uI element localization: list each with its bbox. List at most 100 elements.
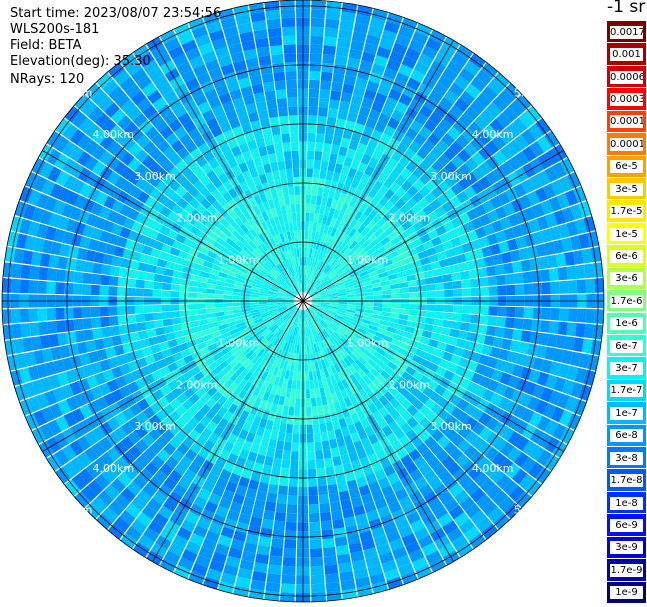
gate-sector	[363, 312, 373, 318]
gate-sector	[207, 343, 218, 352]
gate-sector	[317, 232, 323, 242]
gate-sector	[373, 258, 383, 267]
gate-sector	[290, 132, 299, 143]
gate-sector	[276, 98, 288, 108]
gate-sector	[176, 442, 190, 456]
gate-sector	[362, 281, 372, 287]
gate-sector	[233, 5, 250, 17]
range-ring-label: 5.00km	[51, 86, 93, 99]
gate-sector	[435, 225, 447, 236]
gate-sector	[65, 218, 78, 233]
gate-sector	[92, 328, 103, 340]
gate-sector	[266, 573, 281, 584]
gate-sector	[196, 72, 212, 85]
gate-sector	[448, 104, 464, 119]
gate-sector	[270, 257, 278, 266]
gate-sector	[320, 160, 329, 171]
gate-sector	[105, 243, 117, 256]
gate-sector	[266, 99, 278, 110]
gate-sector	[293, 266, 297, 276]
gate-sector	[219, 327, 230, 335]
gate-sector	[235, 484, 248, 497]
gate-sector	[363, 243, 374, 253]
gate-sector	[168, 542, 185, 557]
gate-sector	[31, 207, 45, 223]
gate-sector	[100, 274, 110, 286]
gate-sector	[291, 307, 298, 315]
gate-sector	[578, 233, 591, 249]
gate-sector	[138, 119, 154, 134]
gate-sector	[273, 316, 282, 323]
gate-sector	[129, 186, 143, 199]
gate-sector	[320, 395, 328, 406]
gate-sector	[493, 421, 507, 436]
gate-sector	[353, 316, 363, 322]
gate-sector	[323, 317, 331, 324]
gate-sector	[333, 190, 342, 201]
gate-sector	[279, 422, 287, 433]
gate-sector	[377, 172, 388, 185]
gate-sector	[295, 203, 301, 213]
gate-sector	[289, 306, 297, 314]
gate-sector	[120, 421, 135, 436]
gate-sector	[179, 291, 189, 298]
gate-sector	[592, 262, 603, 278]
gate-sector	[331, 321, 340, 328]
gate-sector	[180, 278, 190, 286]
gate-sector	[264, 401, 273, 412]
gate-sector	[269, 237, 277, 247]
gate-sector	[268, 153, 277, 164]
gate-sector	[286, 294, 295, 298]
gate-sector	[280, 286, 289, 292]
gate-sector	[217, 195, 228, 207]
azimuth-spoke	[302, 300, 564, 452]
gate-sector	[251, 237, 260, 247]
gate-sector	[188, 393, 200, 405]
gate-sector	[445, 248, 456, 258]
gate-sector	[566, 322, 577, 337]
gate-sector	[327, 311, 336, 317]
gate-sector	[84, 156, 99, 171]
gate-sector	[334, 127, 344, 138]
gate-sector	[258, 445, 268, 456]
gate-sector	[196, 341, 207, 351]
gate-sector	[272, 62, 285, 73]
gate-sector	[365, 117, 378, 130]
gate-sector	[211, 485, 225, 498]
gate-sector	[136, 453, 151, 468]
gate-sector	[356, 585, 373, 597]
gate-sector	[177, 31, 194, 45]
gate-sector	[408, 215, 420, 226]
gate-sector	[284, 333, 290, 342]
gate-sector	[338, 242, 346, 252]
gate-sector	[272, 281, 282, 288]
gate-sector	[163, 476, 178, 491]
gate-sector	[323, 329, 330, 338]
gate-sector	[144, 280, 154, 289]
gate-sector	[268, 248, 276, 258]
gate-sector	[492, 253, 504, 266]
gate-sector	[515, 353, 527, 366]
gate-sector	[188, 286, 198, 293]
gate-sector	[292, 335, 297, 345]
gate-sector	[474, 115, 489, 130]
gate-sector	[304, 309, 307, 319]
gate-sector	[350, 338, 360, 347]
gate-sector	[320, 511, 332, 522]
gate-sector	[357, 521, 371, 534]
gate-sector	[228, 42, 243, 55]
gate-sector	[186, 215, 198, 226]
gate-sector	[309, 317, 315, 326]
gate-sector	[335, 264, 344, 273]
gate-sector	[209, 29, 225, 43]
gate-sector	[415, 244, 426, 254]
gate-sector	[293, 326, 297, 336]
colorbar-segment: 3e-9	[607, 535, 646, 559]
gate-sector	[172, 240, 183, 250]
gate-sector	[292, 308, 298, 316]
gate-sector	[398, 93, 413, 107]
gate-sector	[217, 384, 229, 396]
gate-sector	[325, 197, 333, 208]
gate-sector	[434, 311, 445, 320]
